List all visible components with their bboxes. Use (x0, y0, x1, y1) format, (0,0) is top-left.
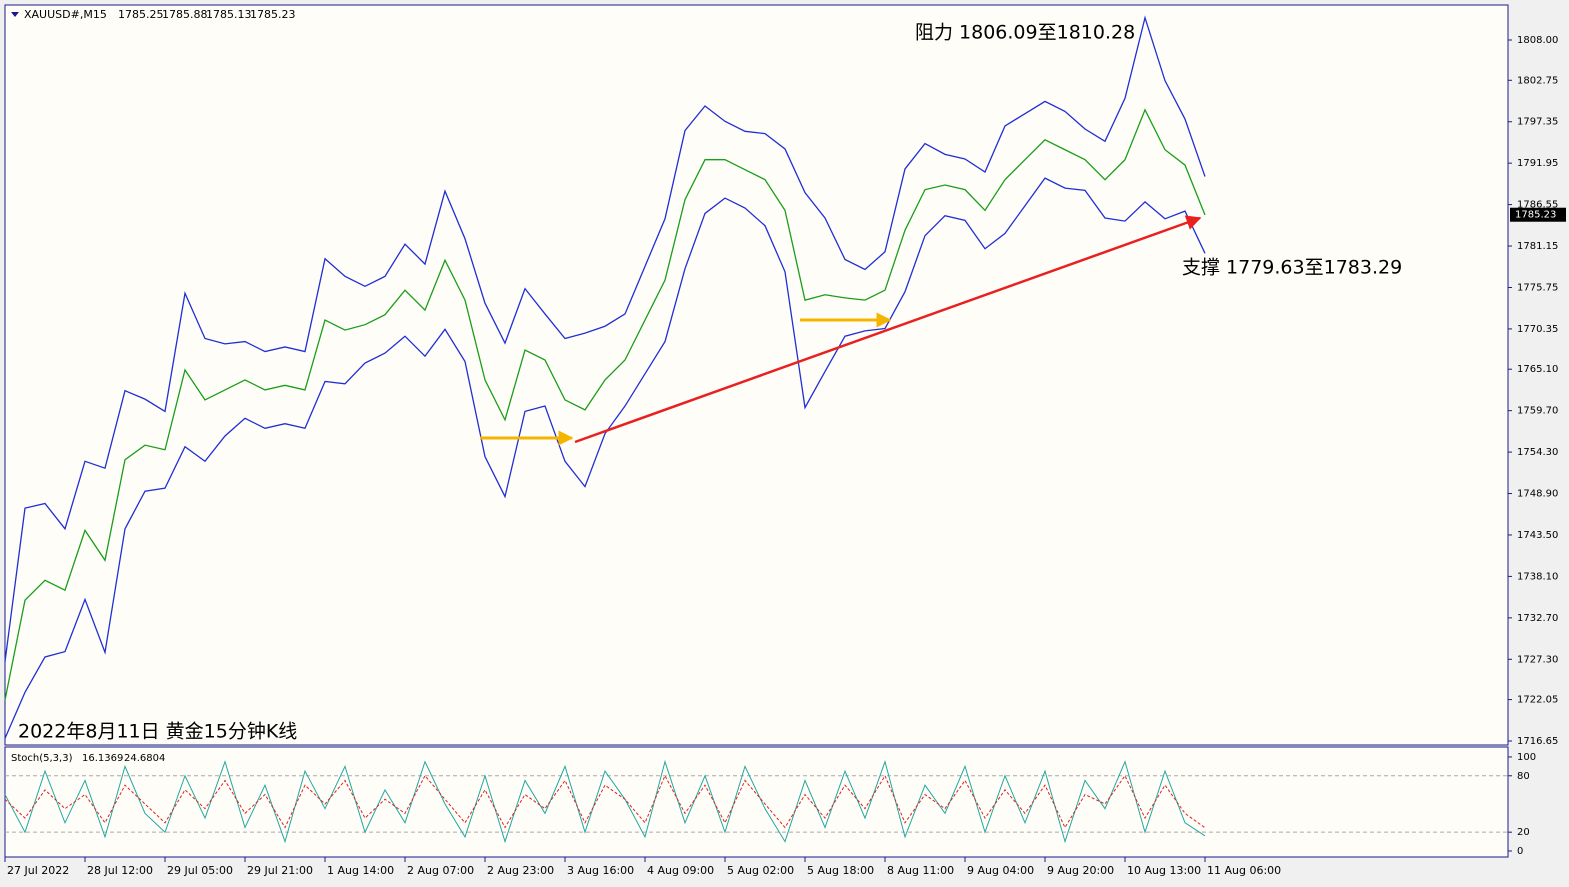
ohlc-open: 1785.25 (118, 8, 164, 21)
price-box (1510, 207, 1566, 222)
symbol-title: XAUUSD#,M15 (24, 8, 107, 21)
x-tick-label: 27 Jul 2022 (7, 864, 69, 877)
x-tick-label: 9 Aug 20:00 (1047, 864, 1114, 877)
y-tick-label: 100 (1517, 752, 1536, 763)
x-tick-label: 5 Aug 18:00 (807, 864, 874, 877)
y-tick-label: 1722.05 (1517, 695, 1558, 706)
y-tick-label: 1786.55 (1517, 200, 1558, 211)
y-tick-label: 1765.10 (1517, 364, 1558, 375)
y-tick-label: 1743.50 (1517, 530, 1558, 541)
resistance-note: 阻力 1806.09至1810.28 (915, 22, 1135, 44)
x-tick-label: 29 Jul 05:00 (167, 864, 233, 877)
y-tick-label: 1759.70 (1517, 406, 1558, 417)
x-tick-label: 5 Aug 02:00 (727, 864, 794, 877)
x-tick-label: 2 Aug 07:00 (407, 864, 474, 877)
ohlc-low: 1785.13 (206, 8, 252, 21)
x-tick-label: 10 Aug 13:00 (1127, 864, 1201, 877)
x-tick-label: 28 Jul 12:00 (87, 864, 153, 877)
x-tick-label: 11 Aug 06:00 (1207, 864, 1281, 877)
stoch-panel (4, 746, 1509, 858)
y-tick-label: 1781.15 (1517, 241, 1558, 252)
stoch-title: Stoch(5,3,3) (11, 753, 73, 764)
data-line (4, 759, 1206, 844)
y-tick-label: 1732.70 (1517, 613, 1558, 624)
y-tick-label: 1808.00 (1517, 35, 1558, 46)
stoch-signal: 24.6804 (124, 753, 165, 764)
chart-caption: 2022年8月11日 黄金15分钟K线 (18, 721, 297, 743)
main-panel (4, 4, 1509, 746)
x-tick-label: 1 Aug 14:00 (327, 864, 394, 877)
x-tick-label: 29 Jul 21:00 (247, 864, 313, 877)
x-tick-label: 9 Aug 04:00 (967, 864, 1034, 877)
trend-arrow (574, 215, 1202, 444)
x-tick-label: 3 Aug 16:00 (567, 864, 634, 877)
y-tick-label: 1748.90 (1517, 489, 1558, 500)
y-tick-label: 1775.75 (1517, 282, 1558, 293)
marks: 1808.00 1802.75 1797.35 1791.95 1786.55 1781.… (4, 15, 1566, 877)
data-line (4, 774, 1206, 829)
x-tick-label: 8 Aug 11:00 (887, 864, 954, 877)
y-tick-label: 20 (1517, 827, 1530, 838)
y-tick-label: 1802.75 (1517, 75, 1558, 86)
y-tick-label: 1754.30 (1517, 447, 1558, 458)
support-note: 支撑 1779.63至1783.29 (1182, 257, 1402, 279)
x-tick-label: 4 Aug 09:00 (647, 864, 714, 877)
y-tick-label: 0 (1517, 846, 1523, 857)
y-tick-label: 1727.30 (1517, 654, 1558, 665)
data-line (4, 15, 1206, 662)
data-line (4, 177, 1206, 739)
y-tick-label: 80 (1517, 771, 1530, 782)
x-tick-label: 2 Aug 23:00 (487, 864, 554, 877)
ohlc-close: 1785.23 (250, 8, 296, 21)
y-tick-label: 1738.10 (1517, 571, 1558, 582)
data-line (4, 108, 1206, 701)
y-tick-label: 1716.65 (1517, 736, 1558, 747)
stoch-main: 16.1369 (82, 753, 123, 764)
menu-triangle (11, 12, 19, 17)
y-tick-label: 1797.35 (1517, 117, 1558, 128)
price-label: 1785.23 (1515, 210, 1556, 221)
y-tick-label: 1770.35 (1517, 324, 1558, 335)
y-tick-label: 1791.95 (1517, 158, 1558, 169)
ohlc-high: 1785.88 (162, 8, 208, 21)
